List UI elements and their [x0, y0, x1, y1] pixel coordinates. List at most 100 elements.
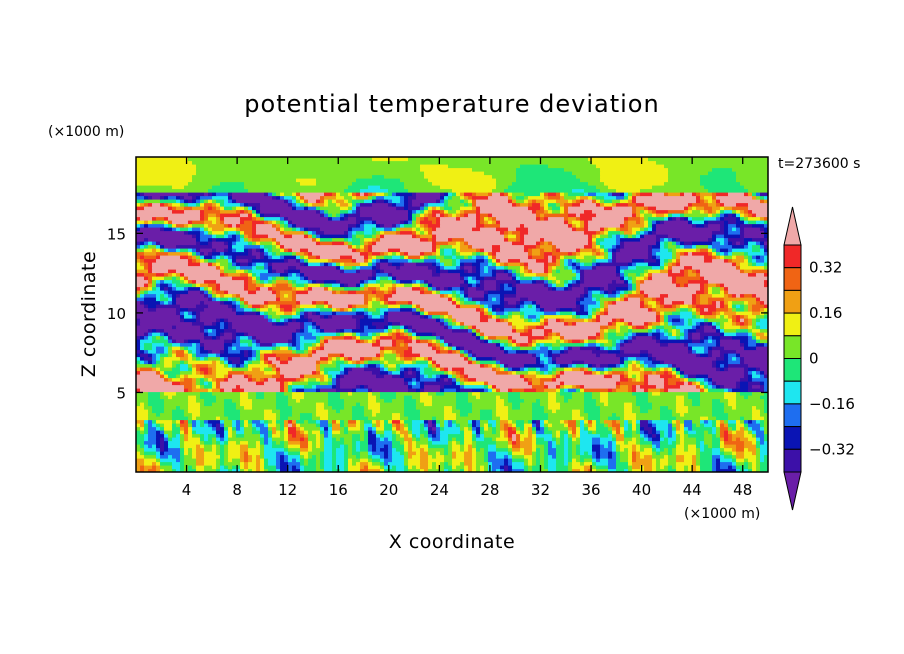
heatmap-cell [160, 454, 169, 459]
heatmap-cell [432, 437, 441, 442]
heatmap-cell [520, 265, 525, 270]
heatmap-cell [148, 290, 165, 295]
heatmap-cell [232, 374, 245, 379]
heatmap-cell [200, 328, 205, 333]
heatmap-cell [624, 416, 637, 421]
heatmap-cell [404, 461, 409, 466]
heatmap-cell [444, 342, 449, 347]
heatmap-cell [692, 265, 737, 270]
heatmap-cell [260, 454, 265, 459]
heatmap-cell [316, 300, 325, 305]
heatmap-cell [148, 402, 165, 407]
heatmap-cell [756, 342, 765, 347]
heatmap-cell [380, 370, 389, 375]
heatmap-cell [308, 440, 313, 445]
heatmap-cell [724, 419, 729, 424]
heatmap-cell [380, 314, 385, 319]
heatmap-cell [504, 423, 509, 428]
heatmap-cell [164, 426, 173, 431]
heatmap-cell [552, 255, 557, 260]
heatmap-cell [280, 458, 285, 463]
heatmap-cell [256, 307, 261, 312]
heatmap-cell [724, 311, 737, 316]
heatmap-cell [576, 262, 581, 267]
heatmap-cell [400, 412, 405, 417]
heatmap-cell [156, 307, 177, 312]
heatmap-cell [620, 458, 629, 463]
heatmap-cell [756, 258, 765, 263]
heatmap-cell [560, 374, 605, 379]
heatmap-cell [404, 370, 409, 375]
heatmap-cell [204, 440, 213, 445]
heatmap-cell [280, 430, 285, 435]
heatmap-cell [140, 290, 145, 295]
heatmap-cell [220, 349, 225, 354]
heatmap-cell [156, 353, 161, 358]
heatmap-cell [588, 451, 593, 456]
heatmap-cell [352, 391, 369, 396]
heatmap-cell [652, 433, 657, 438]
heatmap-cell [368, 300, 373, 305]
heatmap-cell [280, 409, 293, 414]
heatmap-cell [440, 426, 445, 431]
heatmap-cell [608, 391, 633, 396]
heatmap-cell [360, 447, 369, 452]
heatmap-cell [508, 465, 513, 470]
heatmap-cell [416, 444, 421, 449]
heatmap-cell [152, 356, 157, 361]
heatmap-cell [272, 360, 281, 365]
heatmap-cell [352, 433, 361, 438]
heatmap-cell [376, 332, 381, 337]
heatmap-cell [420, 314, 425, 319]
heatmap-cell [164, 440, 169, 445]
heatmap-cell [372, 300, 381, 305]
heatmap-cell [292, 409, 317, 414]
heatmap-cell [204, 251, 209, 256]
heatmap-cell [444, 314, 449, 319]
heatmap-cell [696, 297, 701, 302]
heatmap-cell [260, 255, 265, 260]
heatmap-cell [536, 451, 541, 456]
heatmap-cell [712, 286, 721, 291]
heatmap-cell [452, 300, 457, 305]
heatmap-cell [220, 381, 257, 386]
heatmap-cell [584, 269, 617, 274]
heatmap-cell [616, 381, 621, 386]
heatmap-cell [672, 426, 677, 431]
heatmap-cell [548, 395, 557, 400]
heatmap-cell [264, 314, 269, 319]
heatmap-cell [620, 419, 625, 424]
heatmap-cell [196, 370, 201, 375]
heatmap-cell [200, 339, 225, 344]
heatmap-cell [216, 451, 221, 456]
heatmap-cell [596, 458, 601, 463]
heatmap-cell [328, 300, 365, 305]
heatmap-cell [212, 444, 217, 449]
heatmap-cell [468, 465, 473, 470]
heatmap-cell [248, 419, 253, 424]
heatmap-cell [432, 262, 437, 267]
heatmap-cell [664, 454, 669, 459]
heatmap-cell [620, 325, 629, 330]
heatmap-cell [592, 437, 601, 442]
heatmap-cell [496, 265, 505, 270]
heatmap-cell [640, 440, 653, 445]
heatmap-cell [644, 374, 649, 379]
heatmap-cell [584, 360, 621, 365]
heatmap-cell [328, 416, 353, 421]
heatmap-cell [468, 255, 473, 260]
heatmap-cell [396, 465, 405, 470]
heatmap-cell [188, 262, 201, 267]
heatmap-cell [400, 255, 405, 260]
heatmap-cell [452, 447, 461, 452]
heatmap-cell [300, 272, 305, 277]
heatmap-cell [536, 360, 541, 365]
heatmap-cell [572, 416, 585, 421]
heatmap-cell [548, 318, 557, 323]
heatmap-cell [304, 388, 317, 393]
heatmap-cell [276, 318, 281, 323]
heatmap-cell [304, 374, 325, 379]
heatmap-cell [680, 377, 685, 382]
heatmap-cell [312, 318, 357, 323]
heatmap-cell [752, 426, 761, 431]
